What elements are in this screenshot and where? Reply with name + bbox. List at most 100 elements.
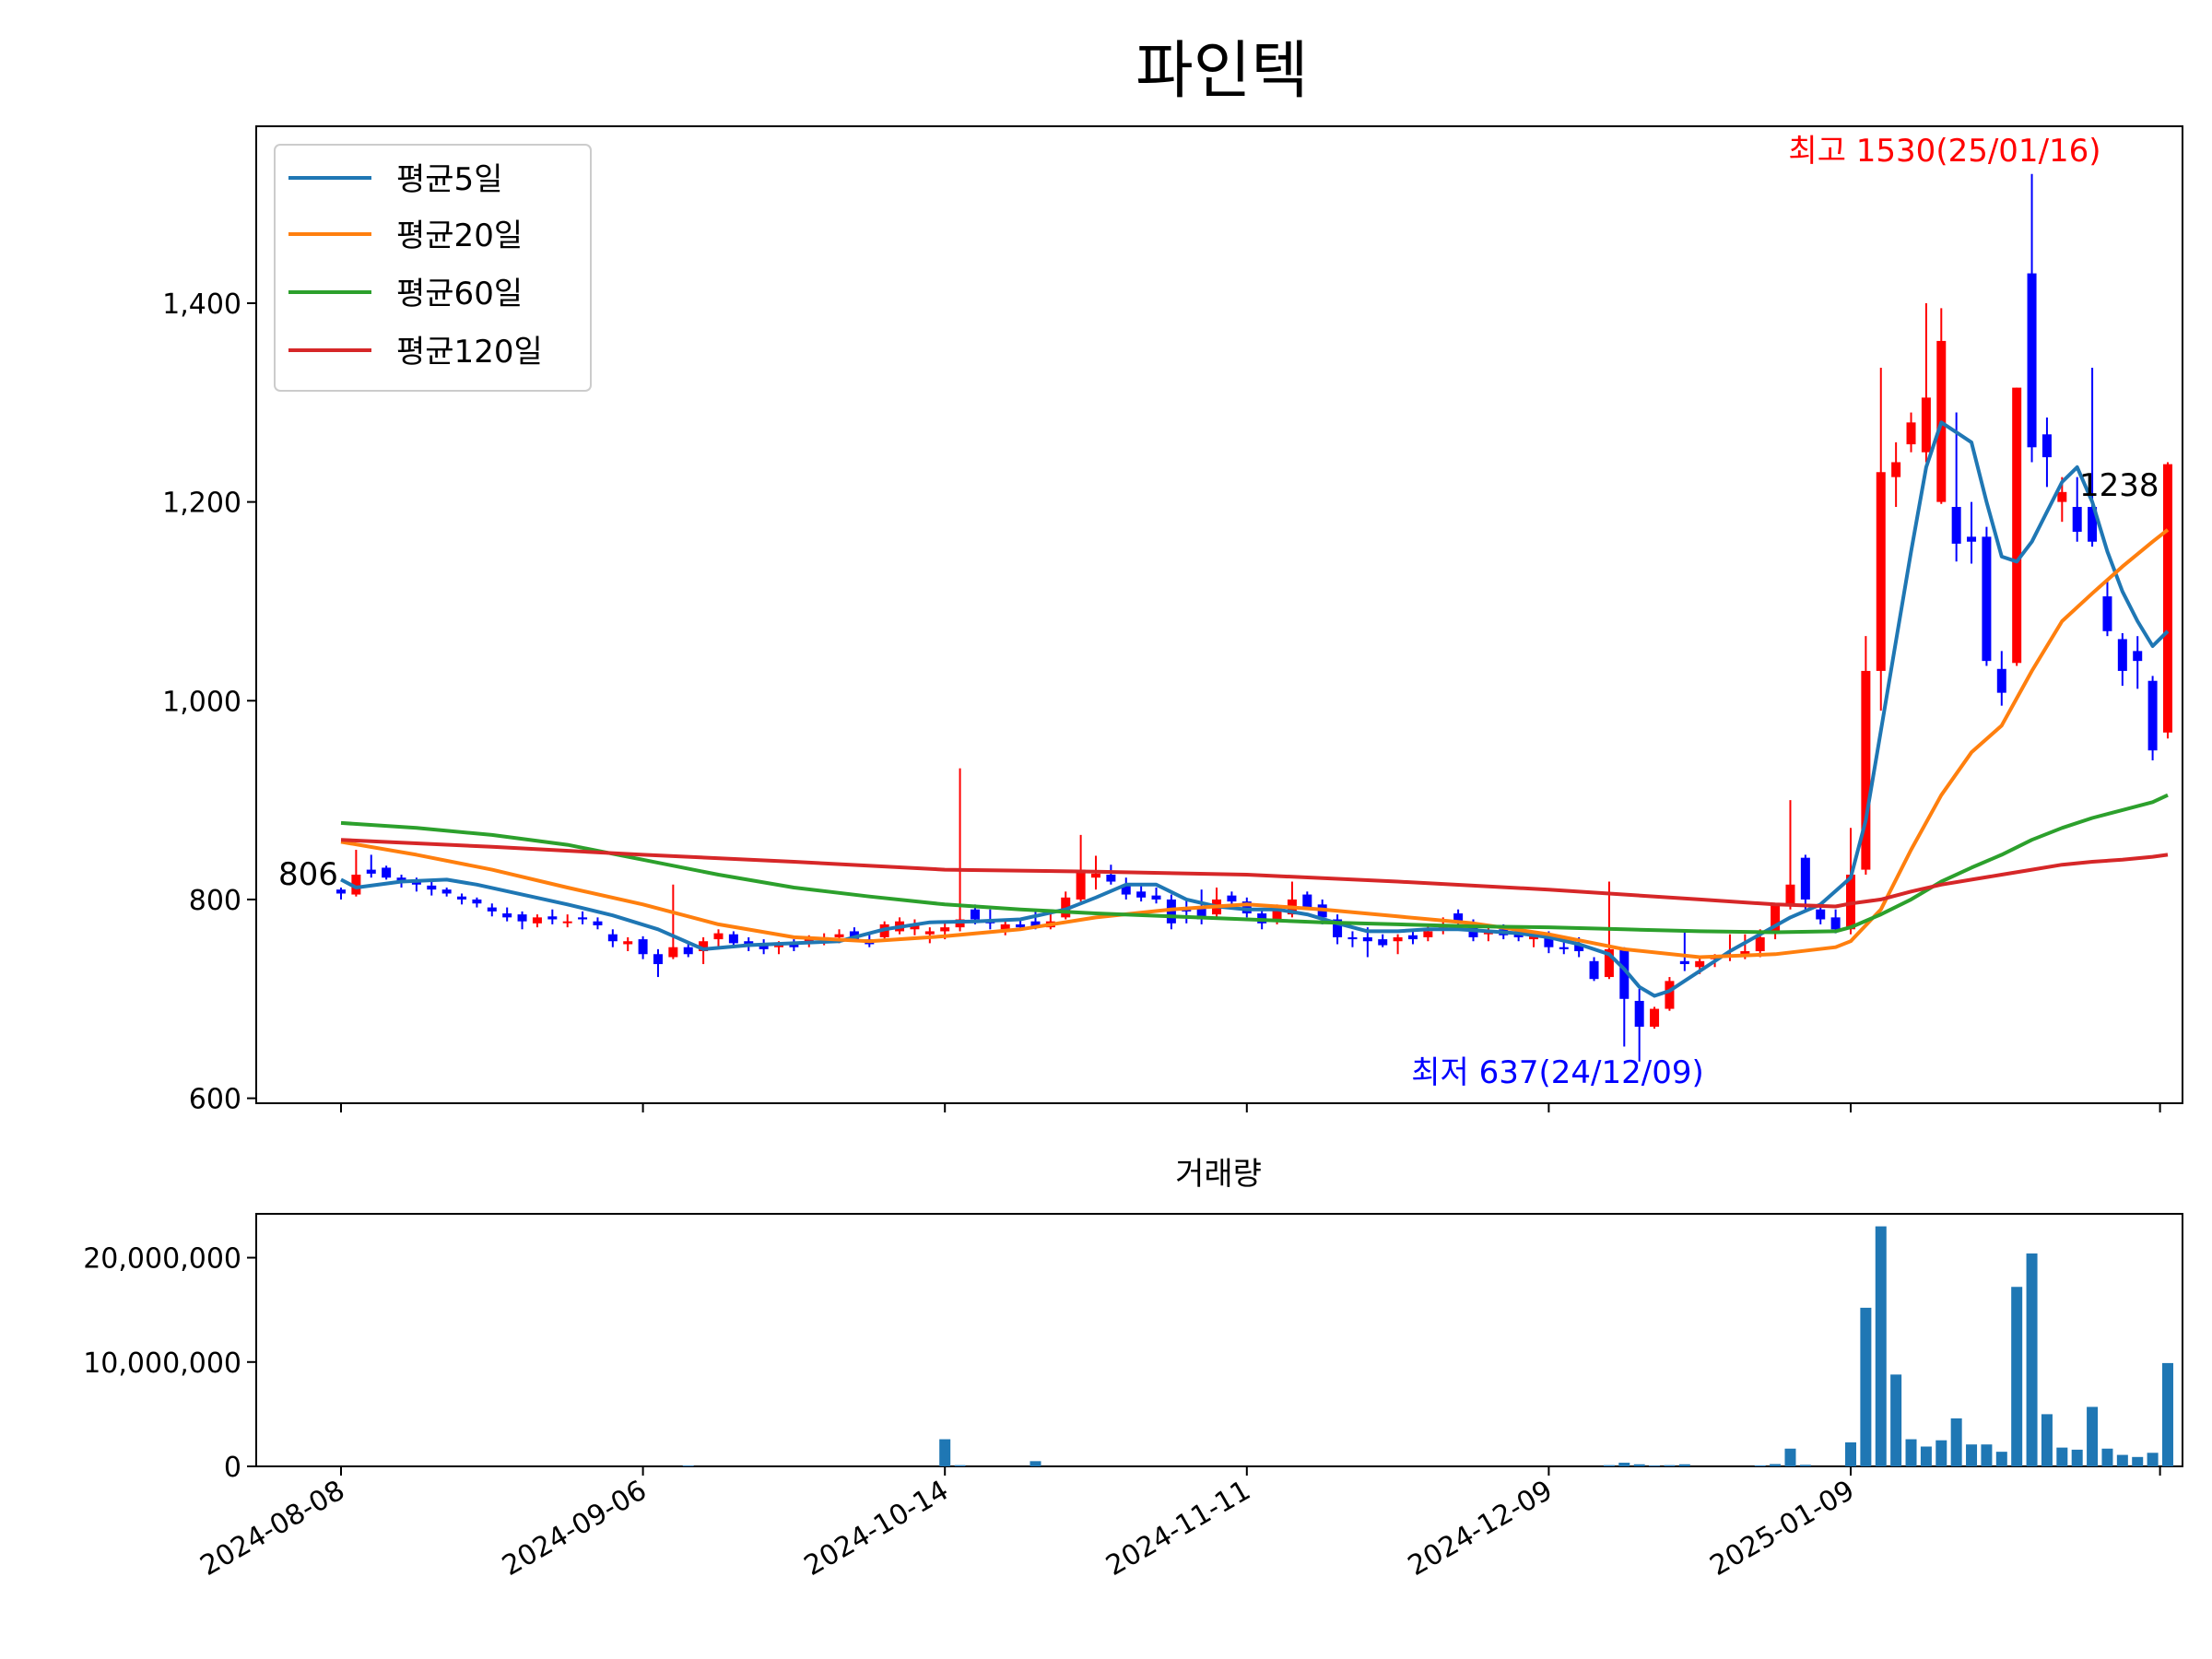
candle-body [517, 914, 527, 922]
candle-body [1619, 948, 1630, 999]
candle-body [623, 941, 633, 945]
candle-body [1227, 895, 1237, 902]
price-x-ticks [340, 1103, 2161, 1112]
candle-body [578, 917, 588, 920]
candle-body [728, 934, 738, 944]
volume-bar [1618, 1463, 1630, 1466]
candle-body [924, 931, 935, 935]
ma-line [340, 793, 2169, 935]
price-y-tick-label: 1,200 [162, 488, 241, 520]
candle-body [713, 933, 724, 940]
volume-y-tick-label: 10,000,000 [83, 1347, 241, 1380]
candle-body [910, 924, 920, 930]
candle-body [1347, 936, 1358, 940]
volume-bar [1770, 1464, 1782, 1466]
candle-body [351, 874, 361, 895]
candle-body [1891, 462, 1901, 477]
volume-bar-series [682, 1226, 2173, 1467]
candle-body [2088, 507, 2098, 542]
candle-body [1407, 935, 1418, 940]
volume-bar [1995, 1452, 2007, 1466]
candle-body [457, 896, 467, 900]
candle-body [804, 939, 814, 942]
candle-body [1574, 944, 1584, 952]
price-y-axis: 600 800 1,000 1,200 1,400 [162, 288, 256, 1116]
candle-body [940, 927, 950, 932]
price-y-tick-label: 800 [189, 885, 241, 917]
candle-body [834, 934, 844, 937]
candle-body [2162, 464, 2172, 733]
candle-body [562, 921, 572, 924]
candle-body [1800, 857, 1810, 900]
candle-body [1967, 536, 1977, 542]
last-close-annotation: 1238 [2079, 467, 2159, 504]
low-annotation: 최저 637(24/12/09) [1411, 1054, 1704, 1091]
candlestick-series [336, 173, 2172, 1062]
volume-bar [2161, 1362, 2173, 1466]
candle-body [1650, 1008, 1660, 1027]
volume-bar [939, 1439, 951, 1466]
volume-bar [1784, 1448, 1796, 1466]
candle-body [2027, 273, 2037, 448]
candle-body [2102, 596, 2112, 631]
candle-body [1182, 909, 1192, 912]
volume-bar [2116, 1454, 2128, 1466]
candle-body [441, 889, 452, 894]
candle-body [1906, 422, 1916, 445]
candle-body [1996, 668, 2006, 693]
candle-body [1423, 931, 1433, 937]
legend-box [274, 144, 592, 392]
candle-body [366, 869, 376, 874]
volume-y-tick-label: 0 [224, 1452, 241, 1484]
volume-plot-frame [255, 1213, 2183, 1467]
volume-bar [1890, 1374, 1902, 1466]
candle-body [759, 944, 769, 949]
legend-label-ma5: 평균5일 [396, 161, 502, 198]
volume-bar [954, 1465, 966, 1466]
candle-body [849, 931, 859, 940]
volume-bar [2132, 1456, 2144, 1466]
ma-line [340, 420, 2170, 998]
volume-bar [1754, 1465, 1766, 1466]
candle-body [1136, 891, 1147, 898]
candle-body [1816, 909, 1826, 920]
high-annotation: 최고 1530(25/01/16) [1788, 133, 2100, 170]
price-plot-frame [255, 125, 2183, 1104]
candle-body [2012, 387, 2022, 664]
first-close-annotation: 806 [278, 856, 338, 893]
candle-body [970, 909, 980, 920]
candle-body [1016, 924, 1026, 928]
price-y-tick-label: 1,400 [162, 288, 241, 321]
candle-body [1755, 936, 1765, 952]
candle-body [1861, 670, 1871, 870]
candle-body [1529, 935, 1539, 940]
candle-body [1362, 936, 1372, 942]
candle-body [1604, 948, 1614, 978]
volume-bar [2056, 1447, 2068, 1466]
candle-body [653, 954, 663, 965]
volume-bar [1905, 1439, 1917, 1466]
legend: 평균5일 평균20일 평균60일 평균120일 [274, 144, 592, 392]
candle-body [607, 934, 618, 942]
candle-body [1951, 507, 1961, 544]
volume-bar [1633, 1464, 1645, 1466]
candle-body [336, 889, 346, 894]
volume-bar [2071, 1449, 2083, 1466]
candle-body [1589, 960, 1599, 980]
candle-body [2057, 491, 2067, 502]
candle-body [1076, 869, 1086, 900]
volume-bar [1649, 1465, 1661, 1467]
candle-body [1921, 397, 1931, 453]
candle-body [427, 885, 437, 890]
candle-body [411, 881, 421, 885]
candle-body [789, 944, 799, 947]
legend-label-ma20: 평균20일 [396, 218, 523, 254]
candle-body [1393, 936, 1403, 942]
volume-bar [1678, 1464, 1690, 1466]
candle-body [1333, 919, 1343, 937]
candle-body [1241, 901, 1252, 914]
candle-body [2041, 434, 2052, 458]
candle-body [2147, 680, 2158, 751]
candle-body [1771, 904, 1781, 932]
volume-bar [1966, 1444, 1978, 1466]
